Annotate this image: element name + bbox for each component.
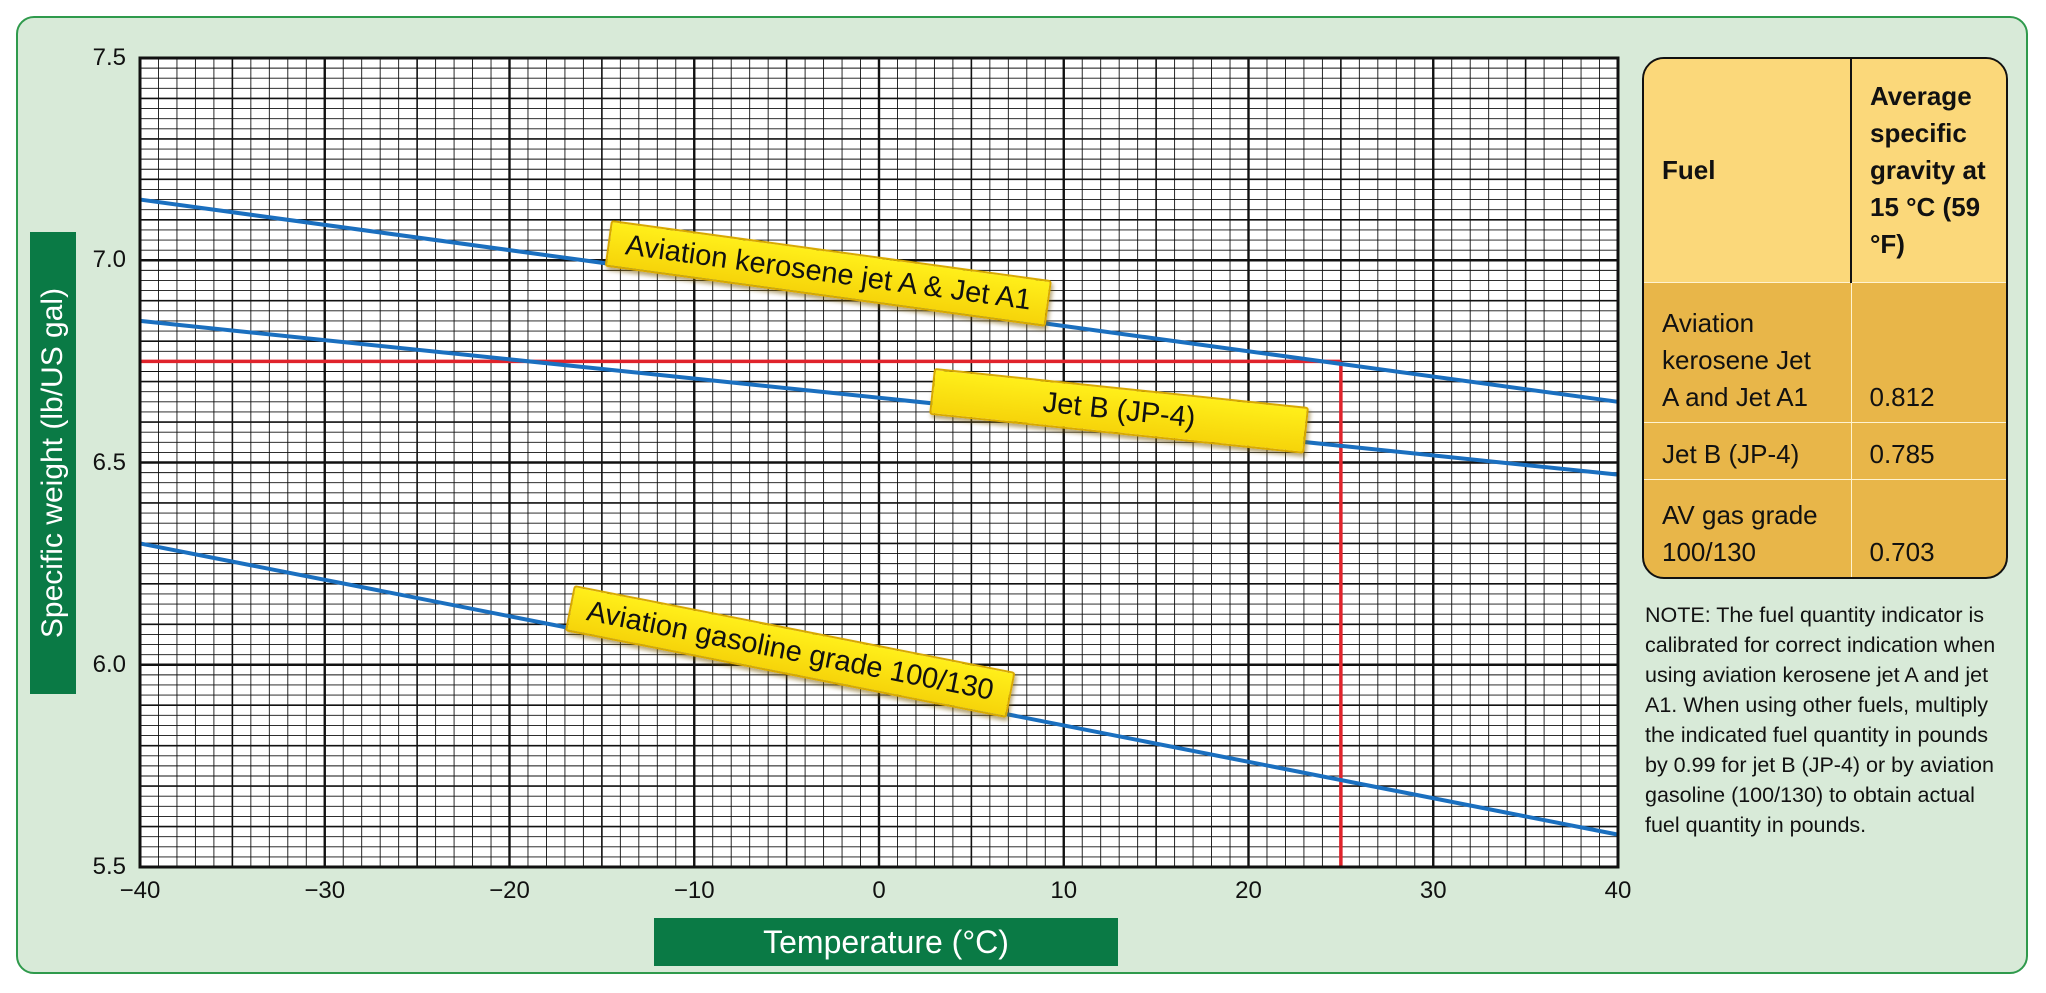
cell-fuel: Aviation kerosene Jet A and Jet A1 xyxy=(1644,281,1852,424)
y-tick-label: 5.5 xyxy=(92,853,126,880)
x-tick-label: 30 xyxy=(1419,877,1447,904)
x-axis-label: Temperature (°C) xyxy=(654,918,1118,966)
table-row: AV gas grade 100/130 0.703 xyxy=(1644,478,2006,577)
table-row: Jet B (JP-4) 0.785 xyxy=(1644,422,2006,480)
cell-fuel: Jet B (JP-4) xyxy=(1644,422,1852,480)
y-tick-label: 6.0 xyxy=(92,650,126,678)
series-line-jet-b xyxy=(139,318,1619,477)
plot-border xyxy=(138,56,1620,869)
y-tick-label: 6.5 xyxy=(92,448,126,476)
y-tick-label: 7.0 xyxy=(92,246,126,274)
table-header-row: Fuel Average specific gravity at 15 °C (… xyxy=(1644,59,2006,283)
cell-fuel: AV gas grade 100/130 xyxy=(1644,478,1852,577)
x-tick-label: −30 xyxy=(304,877,346,904)
note-text: NOTE: The fuel quantity indicator is cal… xyxy=(1645,603,1996,837)
header-gravity: Average specific gravity at 15 °C (59 °F… xyxy=(1850,59,2006,283)
x-tick-label: 20 xyxy=(1235,877,1262,904)
x-tick-label: 0 xyxy=(872,877,886,904)
y-axis-label-box: Specific weight (lb/US gal) xyxy=(30,232,76,694)
cell-gravity: 0.812 xyxy=(1850,281,2006,424)
x-tick-label: 10 xyxy=(1050,877,1078,904)
fuel-gravity-table: Fuel Average specific gravity at 15 °C (… xyxy=(1642,57,2008,579)
x-tick-label: −40 xyxy=(119,877,161,904)
table-row: Aviation kerosene Jet A and Jet A1 0.812 xyxy=(1644,281,2006,424)
y-tick-label: 7.5 xyxy=(92,44,126,71)
x-tick-label: −20 xyxy=(489,877,530,904)
cell-gravity: 0.703 xyxy=(1850,478,2006,577)
y-axis-label: Specific weight (lb/US gal) xyxy=(36,287,69,639)
x-tick-label: −10 xyxy=(673,877,715,904)
x-tick-label: 40 xyxy=(1604,877,1632,904)
cell-gravity: 0.785 xyxy=(1850,422,2006,480)
header-fuel: Fuel xyxy=(1644,59,1852,283)
